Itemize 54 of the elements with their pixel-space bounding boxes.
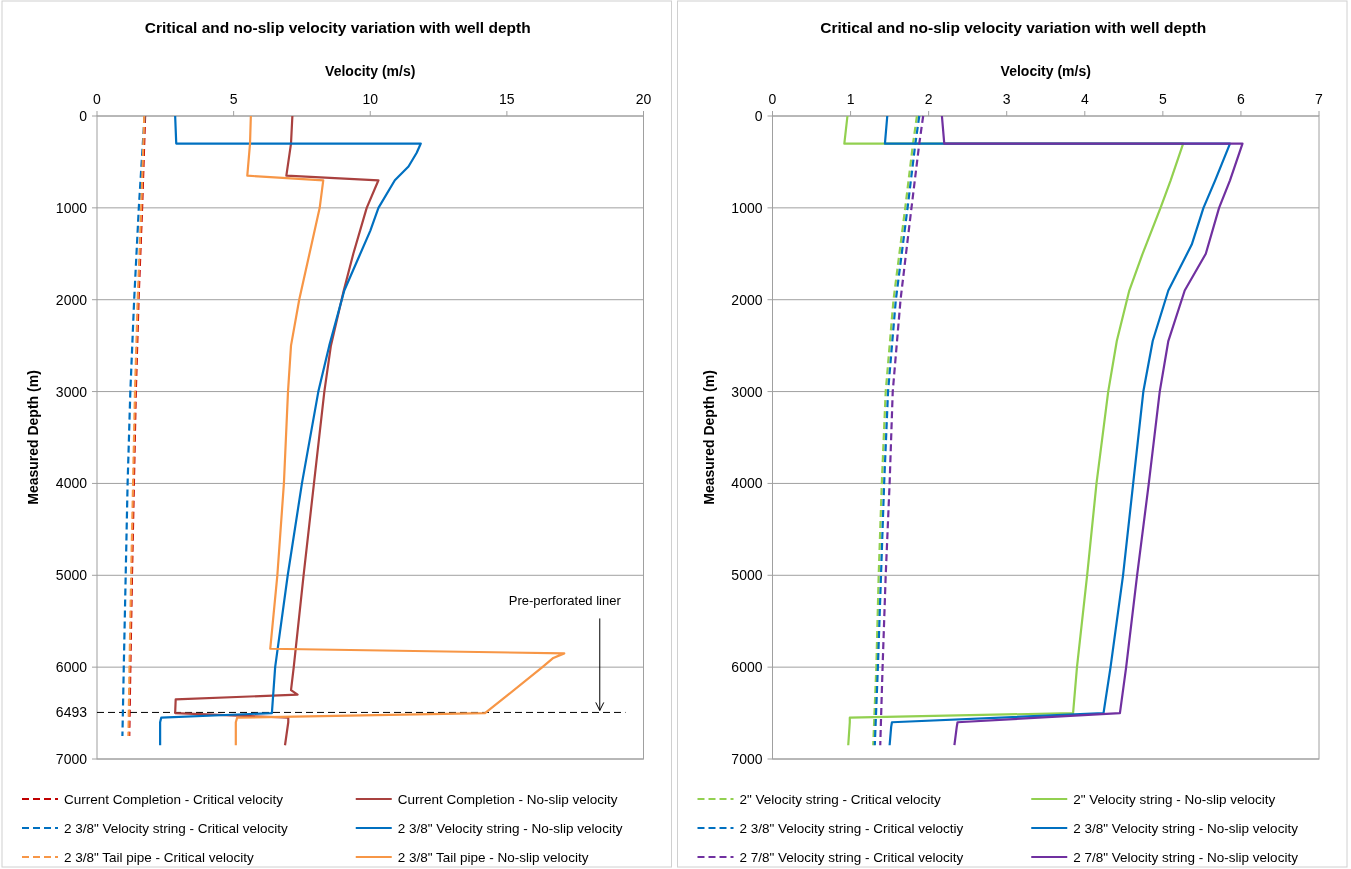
y-tick-label: 4000 xyxy=(731,475,763,492)
y-tick-label: 0 xyxy=(754,108,763,124)
y-tick-label: 2000 xyxy=(731,291,763,308)
y-tick-label: 6000 xyxy=(55,659,88,676)
x-tick-label: 5 xyxy=(1158,91,1167,107)
line-series xyxy=(879,114,925,747)
x-tick-label: 0 xyxy=(768,91,777,107)
legend-label: 2" Velocity string - No-slip velocity xyxy=(1073,792,1276,807)
x-tick-label: 6 xyxy=(1237,91,1246,107)
legend-label: 2 3/8" Tail pipe - No-slip velocity xyxy=(397,850,589,865)
y-tick-label: 3000 xyxy=(731,383,763,400)
annotation: Pre-perforated liner xyxy=(508,593,622,609)
ref-line-label: 6493 xyxy=(55,704,88,721)
chart-title: Critical and no-slip velocity variation with well depth xyxy=(820,19,1207,36)
y-tick-label: 7000 xyxy=(55,751,88,767)
line-series xyxy=(940,114,1244,747)
legend-label: 2 3/8" Velocity string - No-slip velocity xyxy=(1073,821,1299,836)
x-tick-label: 10 xyxy=(362,91,379,107)
y-axis-title: Measured Depth (m) xyxy=(25,370,41,505)
y-tick-label: 5000 xyxy=(731,567,763,584)
x-axis-title: Velocity (m/s) xyxy=(325,63,416,79)
x-tick-label: 1 xyxy=(846,91,855,107)
x-tick-label: 7 xyxy=(1315,91,1324,107)
legend-label: Current Completion - No-slip velocity xyxy=(397,792,618,807)
legend-label: 2 7/8" Velocity string - No-slip velocity xyxy=(1073,850,1299,865)
legend-label: Current Completion - Critical velocity xyxy=(64,792,284,807)
x-tick-label: 3 xyxy=(1002,91,1011,107)
x-tick-label: 0 xyxy=(93,91,102,107)
y-tick-label: 6000 xyxy=(731,659,763,676)
y-tick-label: 5000 xyxy=(55,567,88,584)
line-series xyxy=(121,114,146,738)
line-series xyxy=(159,114,422,747)
x-tick-label: 4 xyxy=(1080,91,1089,107)
legend-label: 2" Velocity string - Critical velocity xyxy=(739,792,942,807)
y-tick-label: 4000 xyxy=(55,475,88,492)
y-tick-label: 2000 xyxy=(55,291,88,308)
legend-label: 2 3/8" Velocity string - Critical veloctiy xyxy=(739,821,964,836)
x-axis-title: Velocity (m/s) xyxy=(1000,63,1091,79)
x-tick-label: 20 xyxy=(635,91,652,107)
y-tick-label: 7000 xyxy=(731,751,763,767)
legend-label: 2 3/8" Velocity string - Critical velocity xyxy=(64,821,289,836)
x-tick-label: 2 xyxy=(924,91,933,107)
x-tick-label: 5 xyxy=(229,91,238,107)
y-axis-title: Measured Depth (m) xyxy=(700,370,717,505)
y-tick-label: 3000 xyxy=(55,383,88,400)
y-tick-label: 0 xyxy=(79,108,88,124)
line-series xyxy=(174,114,380,747)
legend-label: 2 3/8" Velocity string - No-slip velocity xyxy=(397,821,623,836)
y-tick-label: 1000 xyxy=(731,199,763,216)
chart-title: Critical and no-slip velocity variation with well depth xyxy=(144,19,531,36)
legend-label: 2 7/8" Velocity string - Critical velocity xyxy=(739,850,964,865)
x-tick-label: 15 xyxy=(499,91,515,107)
legend-label: 2 3/8" Tail pipe - Critical velocity xyxy=(64,850,255,865)
y-tick-label: 1000 xyxy=(55,199,88,216)
